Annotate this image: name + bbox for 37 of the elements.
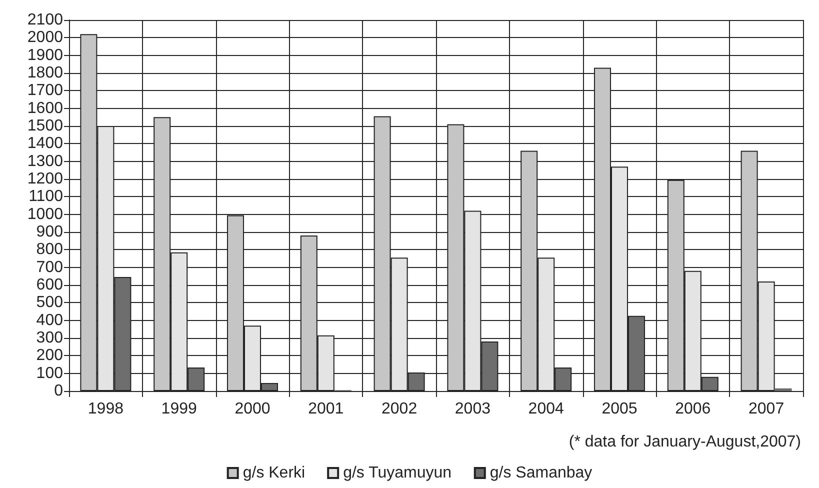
- bar: [774, 388, 792, 391]
- legend-label: g/s Kerki: [242, 464, 306, 482]
- y-tick-label: 500: [36, 294, 64, 312]
- x-tick-label: 1999: [161, 400, 197, 418]
- y-tick-label: 200: [36, 347, 64, 364]
- y-tick-label: 900: [36, 224, 64, 240]
- x-tick-label: 2006: [675, 400, 711, 418]
- x-tick-label: 2003: [454, 400, 491, 418]
- x-tick-label: 2001: [308, 400, 344, 418]
- text: (* data for January-August,2007): [568, 434, 802, 450]
- y-tick-label: 1500: [27, 118, 64, 134]
- x-tick-label: 2002: [382, 400, 418, 418]
- x-tick-label: 2000: [234, 400, 270, 418]
- y-tick-label: 800: [36, 241, 64, 258]
- x-tick-label: 2005: [602, 400, 638, 418]
- y-tick-label: 1000: [27, 206, 64, 223]
- x-tick-label: 1998: [88, 400, 124, 418]
- y-tick-label: 1900: [27, 46, 64, 64]
- y-tick-label: 600: [36, 276, 64, 294]
- y-tick-label: 1300: [27, 152, 64, 170]
- y-tick-label: 700: [36, 258, 64, 276]
- y-tick-label: 2000: [27, 29, 64, 46]
- y-tick-label: 1100: [28, 188, 64, 206]
- y-tick-label: 0: [54, 382, 64, 400]
- y-tick-label: 300: [36, 330, 64, 346]
- y-tick-label: 2100: [27, 12, 64, 28]
- y-tick-label: 1600: [27, 100, 64, 117]
- y-tick-label: 1400: [27, 135, 64, 152]
- y-tick-label: 400: [36, 312, 64, 329]
- x-tick-label: 2007: [748, 400, 784, 418]
- y-tick-label: 1200: [27, 170, 64, 188]
- y-tick-label: 1800: [27, 64, 64, 82]
- y-tick-label: 100: [36, 364, 64, 382]
- y-tick-label: 1700: [27, 82, 64, 100]
- legend-label: g/s Samanbay: [490, 464, 592, 482]
- legend-label: g/s Tuyamuyun: [343, 464, 452, 482]
- x-tick-label: 2004: [528, 400, 564, 418]
